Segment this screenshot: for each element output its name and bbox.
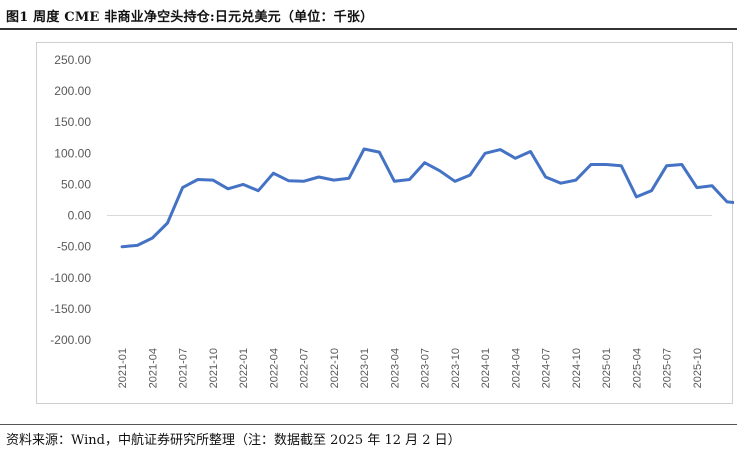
title-divider — [0, 28, 737, 30]
x-tick-label: 2021-10 — [208, 348, 220, 388]
x-tick-label: 2023-04 — [389, 348, 401, 388]
x-tick-label: 2025-10 — [692, 348, 704, 388]
x-tick-label: 2022-01 — [238, 348, 250, 388]
x-tick-label: 2023-07 — [420, 348, 432, 388]
y-tick-label: -200.00 — [50, 333, 91, 347]
y-tick-label: 150.00 — [54, 115, 91, 129]
x-tick-label: 2024-07 — [541, 348, 553, 388]
x-tick-label: 2024-10 — [571, 348, 583, 388]
y-tick-label: 0.00 — [68, 209, 92, 223]
x-tick-label: 2025-01 — [601, 348, 613, 388]
x-tick-label: 2022-10 — [329, 348, 341, 388]
series-line — [120, 147, 734, 249]
x-tick-label: 2023-10 — [450, 348, 462, 388]
y-tick-label: -150.00 — [50, 302, 91, 316]
y-tick-label: -100.00 — [50, 271, 91, 285]
y-tick-label: 100.00 — [54, 146, 91, 160]
line-chart: 250.00 200.00 150.00 100.00 50.00 0.00 -50.00 -… — [50, 53, 734, 388]
x-tick-label: 2024-01 — [480, 348, 492, 388]
chart-frame: 250.00 200.00 150.00 100.00 50.00 0.00 -50.00 -… — [36, 42, 734, 404]
y-tick-label: 50.00 — [61, 177, 91, 191]
source-note: 资料来源：Wind，中航证券研究所整理（注：数据截至 2025 年 12 月 2… — [6, 433, 461, 448]
source-divider — [0, 424, 737, 425]
x-tick-label: 2021-07 — [178, 348, 190, 388]
x-tick-label: 2023-01 — [359, 348, 371, 388]
x-tick-label: 2025-04 — [631, 348, 643, 388]
x-tick-label: 2021-01 — [117, 348, 129, 388]
x-tick-label: 2022-04 — [268, 348, 280, 388]
y-tick-label: 250.00 — [54, 53, 91, 67]
x-tick-label: 2021-04 — [147, 348, 159, 388]
x-tick-label: 2025-07 — [662, 348, 674, 388]
x-tick-label: 2024-04 — [510, 348, 522, 388]
y-tick-label: 200.00 — [54, 84, 91, 98]
x-tick-label: 2022-07 — [299, 348, 311, 388]
y-tick-label: -50.00 — [57, 240, 91, 254]
chart-title: 图1 周度 CME 非商业净空头持仓:日元兑美元（单位：千张） — [6, 10, 374, 25]
